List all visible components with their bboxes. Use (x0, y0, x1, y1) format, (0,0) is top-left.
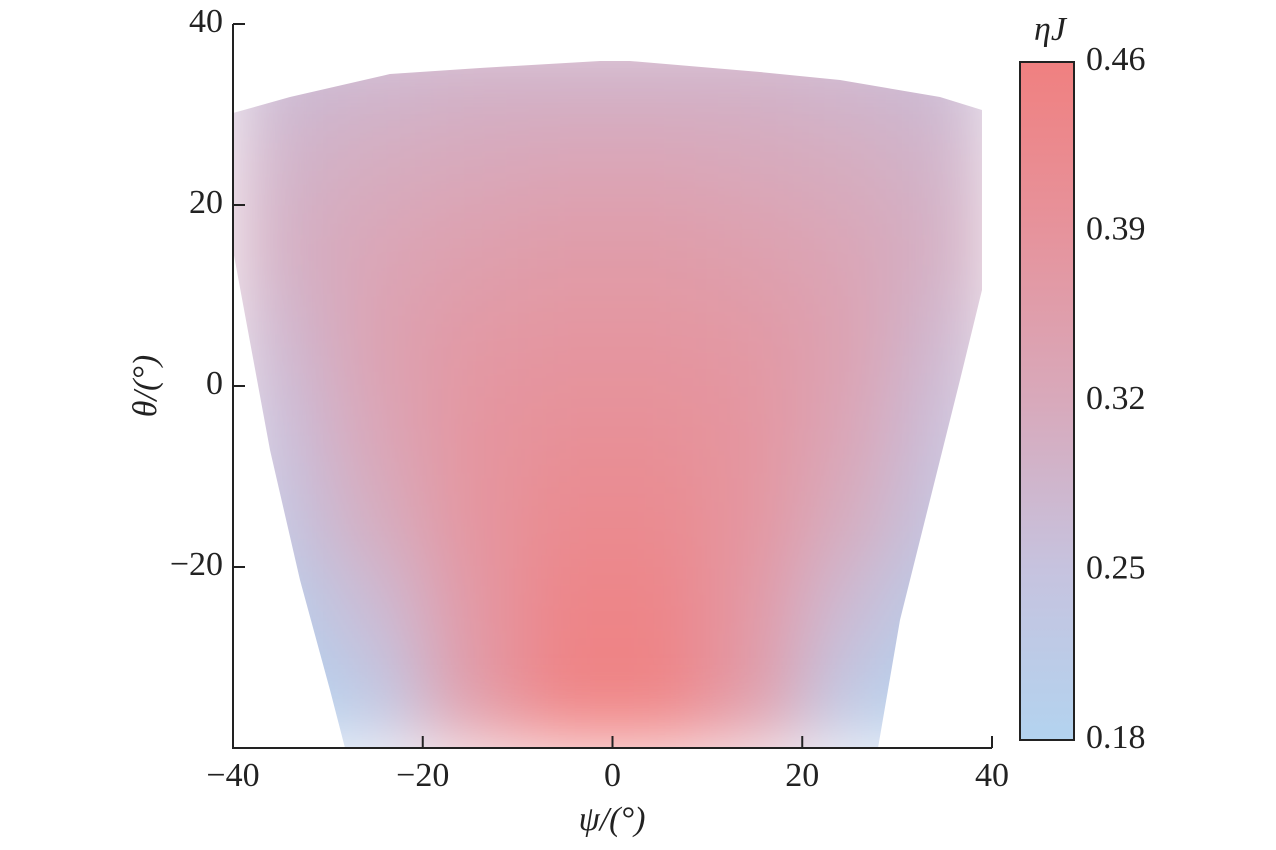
heatmap-cell (233, 476, 329, 568)
heatmap-cell (233, 295, 329, 387)
heatmap-cell (233, 61, 329, 115)
heatmap-cell (327, 204, 424, 296)
heatmap-cell (612, 204, 708, 296)
heatmap-cells (233, 61, 982, 748)
heatmap-cell (517, 476, 613, 568)
heatmap-cell (706, 114, 803, 206)
x-tick-label: 0 (604, 757, 621, 794)
heatmap-cell (327, 566, 424, 658)
heatmap-cell (896, 204, 982, 296)
y-tick-label: −20 (170, 546, 223, 583)
heatmap-cell (706, 61, 803, 115)
x-tick-label: −20 (396, 757, 449, 794)
colorbar-tick-label: 0.39 (1086, 210, 1146, 247)
heatmap-cell (801, 476, 898, 568)
heatmap-cell (517, 385, 613, 477)
heatmap-cell (801, 114, 898, 206)
heatmap-cell (422, 61, 519, 115)
heatmap-cell (896, 295, 982, 387)
heatmap-cell (517, 204, 613, 296)
heatmap-cell (327, 114, 424, 206)
heatmap-cell (612, 566, 708, 658)
colorbar-tick-label: 0.32 (1086, 380, 1146, 417)
heatmap-cell (233, 385, 329, 477)
heatmap-cell (612, 114, 708, 206)
heatmap-cell (517, 61, 613, 115)
heatmap-cell (706, 657, 803, 748)
heatmap-cell (612, 385, 708, 477)
heatmap-cell (896, 114, 982, 206)
heatmap-cell (517, 566, 613, 658)
heatmap-cell (801, 385, 898, 477)
heatmap-cell (801, 295, 898, 387)
heatmap-cell (422, 204, 519, 296)
heatmap-cell (706, 204, 803, 296)
heatmap-cell (233, 114, 329, 206)
heatmap-cell (706, 385, 803, 477)
field (233, 61, 982, 748)
heatmap-cell (233, 566, 329, 658)
colorbar-tick-label: 0.18 (1086, 719, 1146, 756)
heatmap-cell (612, 657, 708, 748)
heatmap-cell (422, 476, 519, 568)
heatmap-cell (896, 61, 982, 115)
heatmap-cell (706, 476, 803, 568)
heatmap-cell (327, 385, 424, 477)
heatmap-cell (327, 295, 424, 387)
heatmap-cell (706, 566, 803, 658)
heatmap-cell (327, 476, 424, 568)
colorbar-tick-label: 0.46 (1086, 41, 1146, 78)
heatmap-cell (896, 385, 982, 477)
heatmap-cell (612, 295, 708, 387)
heatmap-cell (327, 657, 424, 748)
x-tick-label: 40 (975, 757, 1009, 794)
heatmap-cell (801, 204, 898, 296)
y-tick-label: 40 (189, 3, 223, 40)
axes: −40 −20 0 20 40 −20 0 20 40 0.18 0.25 0.32 0.39 0.46 (170, 3, 1146, 794)
colorbar (1019, 61, 1075, 741)
x-axis-label: ψ/(°) (579, 801, 646, 838)
colorbar-tick-label: 0.25 (1086, 549, 1146, 586)
x-tick-label: 20 (785, 757, 819, 794)
heatmap-cell (896, 657, 982, 748)
heatmap-cell (422, 566, 519, 658)
x-tick-label: −40 (206, 757, 259, 794)
heatmap-cell (422, 295, 519, 387)
y-tick-label: 0 (206, 365, 223, 402)
y-tick-label: 20 (189, 184, 223, 221)
heatmap-cell (233, 657, 329, 748)
heatmap-cell (896, 476, 982, 568)
heatmap-cell (612, 61, 708, 115)
heatmap-cell (517, 295, 613, 387)
colorbar-label: ηJ (1034, 11, 1068, 48)
heatmap-cell (801, 61, 898, 115)
heatmap-cell (327, 61, 424, 115)
heatmap-cell (896, 566, 982, 658)
heatmap-cell (422, 114, 519, 206)
heatmap-cell (517, 114, 613, 206)
heatmap-cell (517, 657, 613, 748)
heatmap-cell (612, 476, 708, 568)
heatmap-cell (801, 657, 898, 748)
heatmap-cell (706, 295, 803, 387)
y-axis-label: θ/(°) (127, 355, 164, 417)
heatmap-cell (233, 204, 329, 296)
heatmap-cell (801, 566, 898, 658)
heatmap-cell (422, 657, 519, 748)
heatmap-cell (422, 385, 519, 477)
